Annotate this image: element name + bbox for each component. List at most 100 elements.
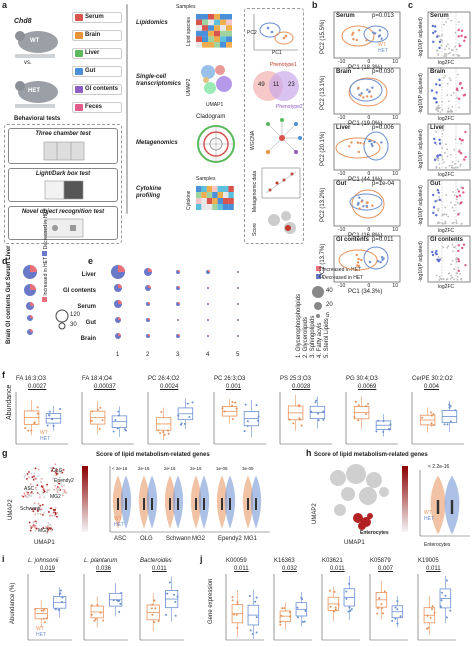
f-boxplot-1 [81,392,134,445]
f-p-0: 0.0027 [28,384,47,390]
pca-legend-wt: WT [378,42,386,48]
f-title-1: FA 18:4;O4 [82,376,113,382]
method-lipidomics: Lipidomics [136,20,168,26]
g-cat-5: MG1 [244,536,258,542]
d-bubble-3 [27,315,33,321]
g-cat-4: Ependy2 [218,536,242,542]
e-legend-dec: Decreased in HET [316,274,363,281]
g-violin-plot [109,466,270,533]
panel-letter-f: f [2,370,5,380]
j-p-0: 0.011 [234,566,249,572]
e-bubble-3-2 [177,319,179,321]
h-violin-0 [430,475,446,535]
pca-xticks-0: -10 0 10 [338,59,398,65]
g-pval-2: 2e-16 [164,466,176,471]
pca-plot-2 [333,123,401,171]
i-legend-wt: WT [36,626,44,632]
wgcna-label: WGCNA [250,130,256,150]
j-p-4: 0.011 [426,566,441,572]
gene-label: Chd8 [14,18,32,25]
h-violin-1 [444,475,460,535]
j-boxplot-4 [417,574,456,641]
pca-p-3: p=1e-04 [372,181,395,187]
volcano-xlab-3: log2FC [438,228,455,234]
method-cytokine: Cytokine profiling [136,186,162,199]
g-pval-3: 2e-16 [190,466,202,471]
pca-tissue-3: Gut [336,181,347,187]
panel-letter-g: g [2,448,8,458]
f-title-0: FA 16:3;O3 [16,376,47,382]
f-p-4: 0.0028 [292,384,311,390]
j-ylabel: Gene expression [208,578,214,624]
e-bubble-3-0 [115,317,121,323]
e-bubble-4-0 [115,333,121,339]
three-chamber-box: Three chamber test [8,128,118,164]
i-boxplot-2 [139,574,184,641]
f-title-6: CerPE 30:2;O2 [412,376,453,382]
e-col-0: 1 [116,352,120,358]
volcano-plot-0 [427,11,471,59]
h-cat-label: Enterocytes [424,542,451,548]
g-cluster-schwann: Schwann [20,506,41,512]
volcano-xlab-1: log2FC [438,116,455,122]
g-umap2-label: UMAP2 [8,499,14,520]
pca-tissue-0: Serum [336,13,355,19]
d-row-labels: Brain GI contents Gut Serum Liver [6,245,12,344]
e-bubble-0-2 [176,270,180,274]
venn-n1: 49 [258,82,265,88]
venn-diagram [253,71,299,101]
pca-ylab-2: PC2 (20.1%) [320,131,326,166]
h-umap1-label: UMAP1 [344,540,365,546]
panel-d-bubbles [23,265,69,335]
cyto-samples-label: Samples [196,176,216,182]
g-title: Score of lipid metabolism-related genes [96,452,210,458]
light-dark-box: Light/Dark box test [8,168,118,202]
j-p-1: 0.032 [282,566,298,572]
panel-letter-d: d [2,256,8,266]
pca-legend-het: HET [378,48,388,54]
g-violin-2 [172,475,184,529]
pca-tissue-1: Brain [336,69,352,75]
e-col-2: 3 [176,352,180,358]
f-ylabel: Abundance [6,384,13,420]
venn-n3: 23 [288,82,295,88]
h-pval: < 2.2e-16 [428,464,450,470]
f-boxplot-6 [411,392,464,445]
h-umap2-label: UMAP2 [312,503,318,524]
g-colorbar [82,466,88,532]
umap-axis-label: UMAP2 [186,78,192,96]
f-p-1: 0.00037 [94,384,116,390]
volcano-plot-2 [427,123,471,171]
e-bubble-1-0 [114,284,122,292]
panel-letter-b: b [312,0,318,10]
f-title-5: PG 30:4;O3 [346,376,378,382]
f-p-3: 0.001 [226,384,242,390]
pca-plot-3 [333,179,401,227]
volcano-xlab-4: log2FC [438,284,455,290]
venn-phenotype2: Phenotype2 [276,104,303,110]
panel-letter-e: e [88,256,94,266]
vs-label: vs. [24,60,32,66]
e-size-5: 5 [326,313,330,319]
e-bubble-1-4 [237,287,239,289]
pca-plot-1 [333,67,401,115]
g-violin-4 [224,475,236,529]
j-title-0: K00059 [226,558,247,564]
d-bubble-0 [23,265,37,279]
scrna-umap [201,65,232,94]
g-legend-wt: WT [114,516,122,522]
pca-ylab-4: PC2 (13.7%) [320,243,326,278]
e-bubble-0-3 [206,270,210,274]
d-size-120: 120 [70,312,81,318]
j-title-1: K16363 [274,558,295,564]
volcano-plot-4 [427,235,471,283]
e-legend-inc: Increased in HET [316,266,361,273]
e-bubble-1-3 [207,287,209,289]
e-bubble-3-1 [146,318,150,322]
h-legend-wt: WT [424,510,432,516]
g-cluster-mg2: MG2 [50,494,61,500]
g-violin-3 [198,475,210,529]
f-boxplot-5 [345,392,398,445]
g-cat-2: Schwann [166,536,191,542]
cladogram-icon [197,125,235,163]
